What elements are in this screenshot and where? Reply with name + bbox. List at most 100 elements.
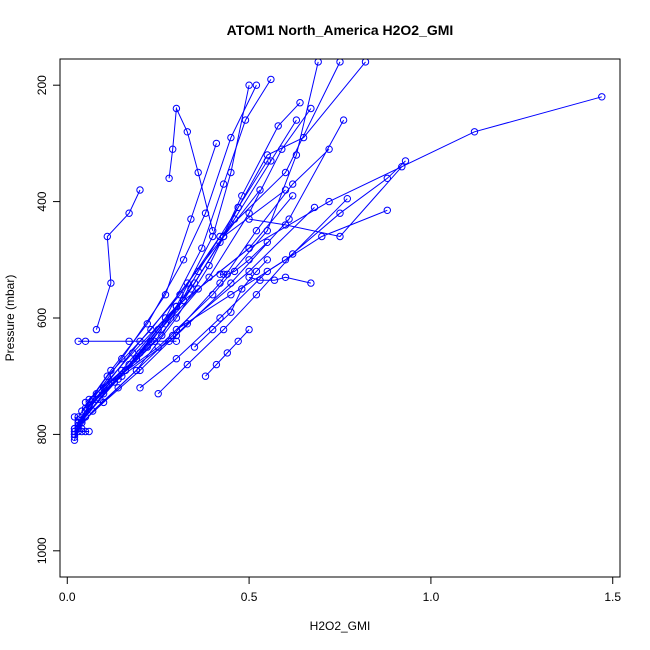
data-point [230, 267, 239, 276]
data-point [238, 285, 246, 293]
series-1 [70, 93, 606, 444]
data-point [194, 168, 202, 177]
data-point [216, 238, 224, 247]
data-point [136, 384, 144, 392]
x-tick-label: 0.0 [59, 590, 76, 604]
series-line [74, 96, 602, 441]
y-tick-label: 600 [35, 308, 49, 328]
data-point [325, 197, 333, 206]
data-point [470, 128, 479, 136]
data-point [343, 195, 351, 203]
series-line [176, 160, 406, 331]
data-point [263, 256, 271, 264]
data-point [165, 337, 173, 345]
data-point [361, 59, 370, 66]
data-point [245, 244, 253, 252]
series-line [95, 189, 141, 330]
data-point [154, 325, 162, 334]
data-point [132, 366, 141, 375]
data-point [336, 232, 344, 241]
data-point [227, 291, 235, 299]
data-point [289, 192, 297, 200]
x-tick-label: 0.5 [241, 590, 258, 604]
data-point [172, 325, 181, 334]
data-point [121, 366, 130, 375]
series-18 [70, 186, 290, 433]
data-point [245, 81, 253, 89]
data-point [70, 427, 79, 436]
data-point [296, 99, 304, 107]
data-point [125, 209, 133, 217]
y-axis: 200 400 600 800 1000 [35, 75, 61, 564]
data-point [281, 221, 290, 229]
data-point [398, 163, 406, 171]
x-tick-label: 1.5 [604, 590, 621, 604]
x-axis: 0.0 0.5 1.0 1.5 [59, 576, 621, 604]
data-point [190, 343, 199, 351]
data-point [274, 122, 282, 130]
data-point [598, 93, 606, 101]
series-26 [172, 157, 410, 334]
data-point [172, 355, 181, 363]
data-point [183, 320, 192, 328]
data-point [183, 360, 192, 369]
data-point [227, 168, 235, 177]
series-line [157, 198, 348, 395]
data-point [292, 116, 301, 124]
data-point [103, 232, 112, 241]
data-point [245, 325, 253, 334]
data-point [89, 407, 97, 415]
series-line [74, 189, 286, 429]
data-point [99, 398, 108, 407]
data-point [219, 325, 228, 334]
series-28 [154, 195, 351, 398]
data-point [118, 355, 126, 363]
data-point [183, 128, 192, 136]
data-point [107, 279, 115, 287]
data-point [81, 337, 90, 345]
series-27 [245, 163, 406, 241]
data-point [278, 145, 286, 153]
data-point [318, 232, 326, 241]
data-point [307, 104, 315, 113]
data-point [216, 314, 224, 322]
series-line [205, 329, 250, 377]
series-line [77, 189, 261, 418]
series-line [85, 79, 272, 409]
data-point [165, 174, 173, 183]
series-9 [78, 81, 261, 415]
data-point [74, 419, 82, 427]
data-point [205, 273, 213, 281]
data-point [154, 390, 162, 398]
series-line [88, 102, 301, 400]
data-point [219, 180, 228, 188]
data-point [209, 325, 217, 334]
series-line [74, 160, 268, 435]
series-30 [201, 325, 253, 380]
data-point [172, 104, 181, 113]
data-point [256, 186, 264, 194]
data-point [172, 337, 181, 345]
plot-area [70, 59, 606, 444]
x-axis-label: H2O2_GMI [310, 619, 371, 633]
data-point [227, 308, 235, 316]
data-point [252, 227, 261, 235]
data-point [201, 372, 210, 380]
data-point [325, 145, 333, 153]
data-point [339, 116, 348, 124]
data-point [172, 314, 181, 322]
chart-title: ATOM1 North_America H2O2_GMI [227, 22, 454, 38]
data-point [310, 203, 319, 212]
data-point [92, 325, 101, 334]
series-22 [245, 273, 315, 287]
series-line [139, 209, 388, 389]
data-point [267, 157, 275, 165]
data-point [99, 390, 108, 398]
data-point [383, 174, 391, 183]
data-point [85, 401, 93, 409]
series-29 [136, 206, 391, 392]
data-point [263, 157, 271, 165]
series-line [168, 106, 214, 231]
data-point [267, 75, 275, 84]
data-point [74, 337, 82, 345]
